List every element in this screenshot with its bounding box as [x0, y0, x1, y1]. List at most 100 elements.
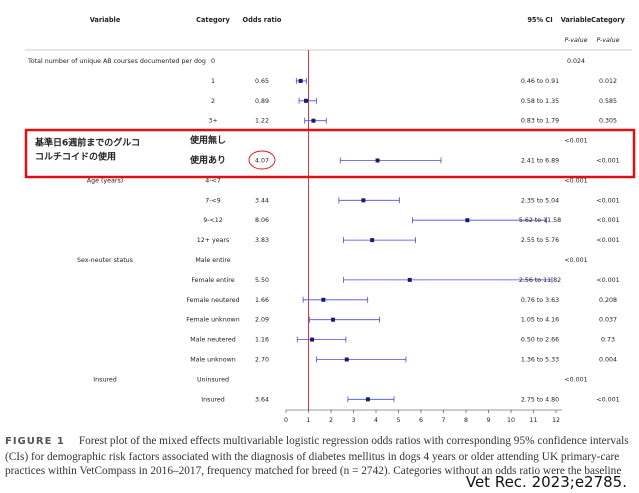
category-label: Uninsured: [197, 376, 229, 383]
header-variable: Variable: [90, 16, 121, 24]
category-label: Male entire: [195, 257, 230, 264]
x-tick-label: 11: [529, 417, 537, 424]
header-p-variable: Variable: [561, 16, 592, 24]
odds-ratio-label: 5.50: [255, 277, 269, 284]
category-label: Male unknown: [190, 357, 236, 364]
point: [321, 297, 326, 302]
header-category: Category: [196, 16, 230, 24]
header-odds-ratio: Odds ratio: [243, 16, 282, 24]
variable-label: Age (years): [87, 177, 123, 184]
p-variable: 0.024: [567, 58, 585, 65]
ci-label: 2.55 to 5.76: [521, 237, 559, 244]
highlight-box: [24, 128, 636, 179]
point: [375, 158, 380, 163]
header-ci: 95% CI: [527, 16, 552, 24]
odds-ratio-label: 3.44: [255, 197, 269, 204]
category-label: 12+ years: [197, 237, 230, 244]
x-tick-label: 2: [329, 417, 333, 424]
p-category: 0.037: [599, 317, 617, 324]
x-tick-label: 1: [306, 417, 310, 424]
category-label: 使用あり: [189, 154, 226, 166]
ci-label: 5.62 to 11.58: [519, 217, 561, 224]
odds-ratio-label: 2.09: [255, 317, 269, 324]
p-variable: <0.001: [564, 376, 587, 383]
odds-ratio-label: 1.16: [255, 337, 269, 344]
point: [370, 238, 375, 243]
caption-label: FIGURE 1: [5, 436, 65, 447]
caption: FIGURE 1 Forest plot of the mixed effects…: [5, 434, 635, 479]
point: [310, 337, 315, 342]
chart: Variable Category Odds ratio 95% CI Vari…: [24, 16, 636, 424]
citation: Vet Rec. 2023;e2785.: [465, 473, 627, 491]
p-category: 0.585: [599, 98, 617, 105]
odds-ratio-label: 1.66: [255, 297, 269, 304]
p-category: <0.001: [596, 197, 619, 204]
category-label: 9-<12: [203, 217, 223, 224]
variable-label: Insured: [93, 376, 116, 383]
x-tick-label: 8: [464, 417, 468, 424]
point: [311, 118, 316, 123]
p-category: <0.001: [596, 396, 619, 403]
ci-label: 2.41 to 6.89: [521, 158, 559, 165]
caption-text: Forest plot of the mixed effects multiva…: [5, 435, 629, 478]
category-label: 7-<9: [205, 197, 221, 204]
header-p-value: P-value: [565, 37, 588, 44]
odds-ratio-label: 0.65: [255, 78, 269, 85]
odds-ratio-label: 4.07: [255, 158, 269, 165]
odds-ratio-label: 1.22: [255, 118, 269, 125]
x-tick-label: 4: [374, 417, 378, 424]
ci-label: 2.56 to 11.82: [519, 277, 561, 284]
category-label: Insured: [201, 396, 224, 403]
ci-label: 0.76 to 3.63: [521, 297, 559, 304]
p-category: <0.001: [596, 237, 619, 244]
category-label: 0: [211, 58, 215, 65]
p-category: <0.001: [596, 217, 619, 224]
odds-ratio-label: 3.83: [255, 237, 269, 244]
x-tick-label: 6: [419, 417, 423, 424]
p-category: 0.004: [599, 357, 617, 364]
x-tick-label: 12: [552, 417, 560, 424]
p-variable: <0.001: [564, 177, 587, 184]
highlight-circle: [248, 150, 276, 170]
category-label: Female entire: [191, 277, 234, 284]
p-category: <0.001: [596, 277, 619, 284]
p-category: <0.001: [596, 158, 619, 165]
variable-label: Total number of unique AB courses docume…: [27, 58, 206, 65]
x-tick-label: 9: [486, 417, 490, 424]
p-variable: <0.001: [564, 257, 587, 264]
point: [465, 218, 470, 223]
point: [331, 317, 336, 322]
category-label: 4-<7: [205, 177, 221, 184]
x-tick-label: 3: [351, 417, 355, 424]
odds-ratio-label: 3.64: [255, 396, 269, 403]
x-tick-label: 0: [284, 417, 288, 424]
point: [365, 397, 370, 402]
p-category: 0.208: [599, 297, 617, 304]
x-tick-label: 10: [507, 417, 515, 424]
category-label: 使用無し: [189, 134, 226, 146]
highlight-label: コルチコイドの使用: [35, 151, 116, 163]
odds-ratio-label: 2.70: [255, 357, 269, 364]
p-category: 0.012: [599, 78, 617, 85]
ci-label: 2.35 to 5.04: [521, 197, 559, 204]
ci-label: 2.75 to 4.80: [521, 396, 559, 403]
header-p-category: Category: [591, 16, 625, 24]
odds-ratio-label: 8.06: [255, 217, 269, 224]
ci-label: 0.83 to 1.79: [521, 118, 559, 125]
point: [361, 198, 366, 203]
x-tick-label: 7: [441, 417, 445, 424]
p-category: 0.73: [601, 337, 615, 344]
point: [304, 98, 309, 103]
category-label: Female neutered: [186, 297, 239, 304]
category-label: 3+: [208, 118, 217, 125]
ci-label: 1.05 to 4.16: [521, 317, 559, 324]
header-p-value: P-value: [597, 37, 620, 44]
category-label: 2: [211, 98, 215, 105]
point: [344, 357, 349, 362]
odds-ratio-label: 0.89: [255, 98, 269, 105]
category-label: Female unknown: [186, 317, 239, 324]
ci-label: 0.46 to 0.91: [521, 78, 559, 85]
point: [298, 78, 303, 83]
ci-label: 1.36 to 5.33: [521, 357, 559, 364]
